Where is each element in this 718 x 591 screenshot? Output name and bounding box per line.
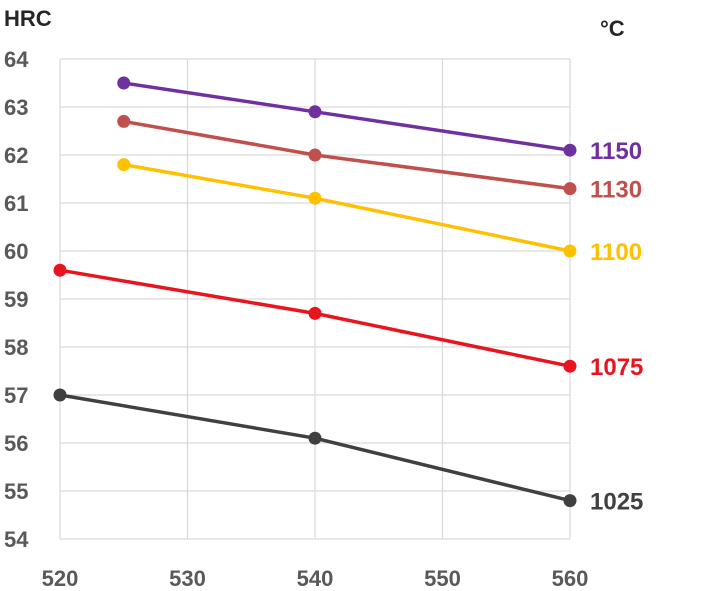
series-label: 1130: [590, 177, 642, 204]
y-tick-label: 63: [4, 95, 28, 120]
data-point: [308, 191, 322, 205]
tick-labels: 54 55 56 57 58 59 60 61 62 63 64 520 530 540 550 560: [4, 47, 588, 591]
series-1100: [117, 158, 577, 258]
data-point: [563, 359, 577, 373]
data-point: [53, 388, 67, 402]
y-tick-label: 54: [4, 527, 29, 552]
data-point: [563, 182, 577, 196]
data-point: [308, 306, 322, 320]
series-1150: [117, 76, 577, 157]
series-labels: 1150 1130 1100 1075 1025: [590, 138, 643, 515]
series-label: 1100: [590, 239, 642, 266]
series-1075: [53, 263, 577, 373]
series-line: [123, 81, 571, 152]
data-point: [117, 114, 131, 128]
y-tick-label: 64: [4, 47, 29, 72]
y-tick-label: 60: [4, 239, 28, 264]
x-tick-label: 540: [297, 566, 334, 591]
y-tick-label: 55: [4, 479, 28, 504]
series-label: 1075: [590, 354, 643, 381]
x-tick-label: 520: [42, 566, 79, 591]
x-tick-label: 550: [424, 566, 461, 591]
y-tick-label: 62: [4, 143, 28, 168]
data-point: [308, 148, 322, 162]
series-line: [123, 162, 571, 253]
data-point: [117, 158, 131, 172]
y-tick-label: 59: [4, 287, 28, 312]
y-tick-label: 61: [4, 191, 28, 216]
series-group: [53, 76, 577, 508]
y-tick-label: 58: [4, 335, 28, 360]
data-point: [308, 431, 322, 445]
data-point: [563, 494, 577, 508]
data-point: [117, 76, 131, 90]
y-tick-label: 56: [4, 431, 28, 456]
series-1025: [53, 388, 577, 508]
data-point: [308, 105, 322, 119]
data-point: [563, 244, 577, 258]
series-1130: [117, 114, 577, 196]
data-point: [563, 143, 577, 157]
grid: [59, 58, 571, 540]
y-axis-title: HRC: [4, 6, 52, 31]
x-tick-label: 530: [169, 566, 206, 591]
x-tick-label: 560: [552, 566, 589, 591]
legend-title: °C: [600, 16, 625, 41]
series-label: 1025: [590, 489, 643, 516]
data-point: [53, 263, 67, 277]
y-tick-label: 57: [4, 383, 28, 408]
series-label: 1150: [590, 138, 642, 165]
